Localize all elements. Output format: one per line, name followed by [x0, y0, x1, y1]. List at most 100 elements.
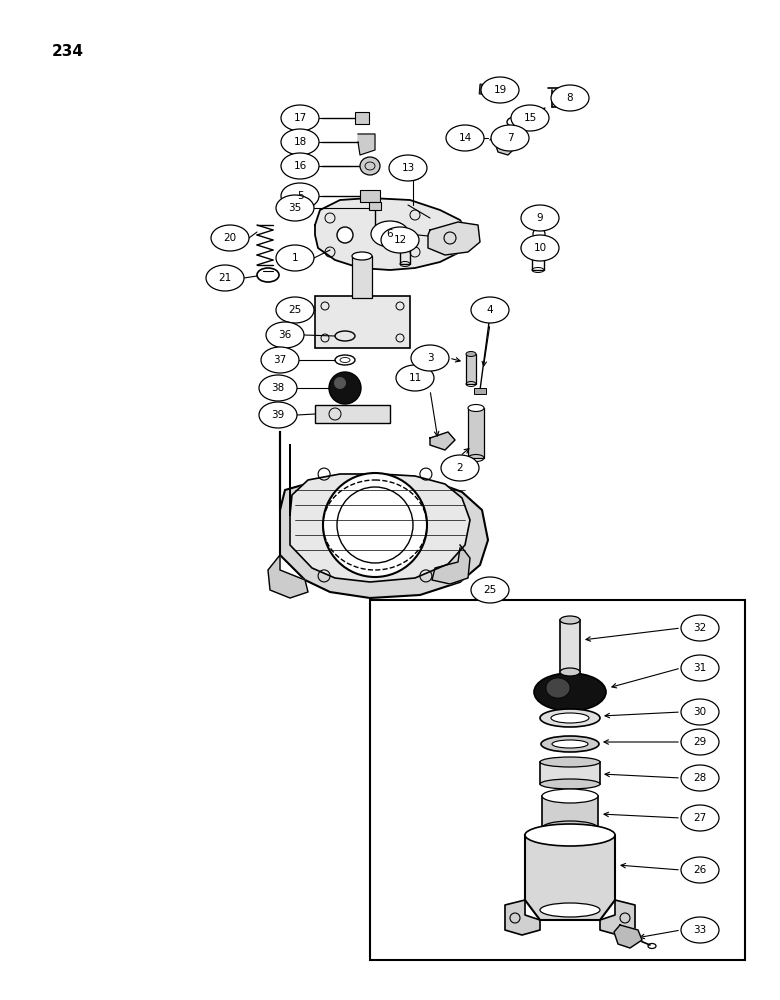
Polygon shape: [495, 128, 515, 155]
Text: 18: 18: [293, 137, 307, 147]
Text: 3: 3: [427, 353, 434, 363]
Bar: [474, 388, 486, 394]
Ellipse shape: [511, 105, 549, 131]
Text: 15: 15: [523, 113, 537, 123]
Text: 27: 27: [693, 813, 707, 823]
Bar: [360, 190, 380, 202]
Ellipse shape: [546, 678, 570, 698]
Ellipse shape: [381, 227, 419, 253]
Text: 35: 35: [289, 203, 302, 213]
Text: 12: 12: [393, 235, 406, 245]
Text: 234: 234: [52, 44, 84, 60]
Ellipse shape: [281, 153, 319, 179]
Bar: [315, 405, 390, 423]
Ellipse shape: [211, 225, 249, 251]
Ellipse shape: [552, 740, 588, 748]
Ellipse shape: [540, 779, 600, 789]
Text: 5: 5: [296, 191, 303, 201]
Ellipse shape: [560, 668, 580, 676]
Ellipse shape: [525, 824, 615, 846]
Circle shape: [334, 377, 346, 389]
Polygon shape: [268, 555, 308, 598]
Ellipse shape: [540, 903, 600, 917]
Bar: [370, 600, 745, 960]
Ellipse shape: [371, 221, 409, 247]
Ellipse shape: [266, 322, 304, 348]
Polygon shape: [432, 545, 470, 584]
Ellipse shape: [540, 709, 600, 727]
Ellipse shape: [281, 183, 319, 209]
Text: 28: 28: [693, 773, 707, 783]
Bar: [466, 354, 476, 384]
Ellipse shape: [281, 129, 319, 155]
Ellipse shape: [542, 821, 598, 835]
Text: 14: 14: [459, 133, 472, 143]
Bar: [352, 256, 372, 298]
Bar: [479, 84, 515, 97]
Polygon shape: [600, 900, 635, 935]
Ellipse shape: [281, 105, 319, 131]
Ellipse shape: [411, 345, 449, 371]
Ellipse shape: [360, 157, 380, 175]
Ellipse shape: [541, 736, 599, 752]
Bar: [369, 202, 381, 210]
Ellipse shape: [259, 402, 297, 428]
Bar: [560, 620, 580, 672]
Text: 25: 25: [484, 585, 497, 595]
Ellipse shape: [261, 347, 299, 373]
Bar: [355, 112, 369, 124]
Text: 13: 13: [402, 163, 415, 173]
Ellipse shape: [534, 673, 606, 711]
Ellipse shape: [681, 805, 719, 831]
Text: 30: 30: [693, 707, 707, 717]
Ellipse shape: [521, 235, 559, 261]
Bar: [540, 762, 600, 784]
Ellipse shape: [521, 205, 559, 231]
Text: 1: 1: [292, 253, 298, 263]
Ellipse shape: [446, 125, 484, 151]
Ellipse shape: [681, 729, 719, 755]
Bar: [315, 296, 410, 348]
Text: 8: 8: [567, 93, 573, 103]
Text: 32: 32: [693, 623, 707, 633]
Text: 9: 9: [537, 213, 544, 223]
Ellipse shape: [396, 365, 434, 391]
Circle shape: [329, 372, 361, 404]
Ellipse shape: [352, 252, 372, 260]
Ellipse shape: [681, 765, 719, 791]
Ellipse shape: [206, 265, 244, 291]
Ellipse shape: [491, 125, 529, 151]
Ellipse shape: [468, 404, 484, 412]
Text: 4: 4: [487, 305, 493, 315]
Ellipse shape: [276, 297, 314, 323]
Polygon shape: [290, 445, 470, 582]
Bar: [542, 796, 598, 828]
Bar: [455, 132, 463, 144]
Text: 10: 10: [534, 243, 547, 253]
Ellipse shape: [551, 85, 589, 111]
Polygon shape: [428, 222, 480, 255]
Ellipse shape: [681, 699, 719, 725]
Ellipse shape: [471, 577, 509, 603]
Text: 20: 20: [223, 233, 236, 243]
Text: 38: 38: [271, 383, 285, 393]
Ellipse shape: [276, 195, 314, 221]
Ellipse shape: [402, 160, 424, 180]
Polygon shape: [505, 900, 540, 935]
Bar: [468, 408, 484, 458]
Ellipse shape: [681, 615, 719, 641]
Ellipse shape: [259, 375, 297, 401]
Text: 19: 19: [494, 85, 507, 95]
Ellipse shape: [276, 245, 314, 271]
Ellipse shape: [551, 713, 589, 723]
Ellipse shape: [471, 297, 509, 323]
Text: 16: 16: [293, 161, 307, 171]
Text: 29: 29: [693, 737, 707, 747]
Polygon shape: [315, 198, 470, 270]
Text: 17: 17: [293, 113, 307, 123]
Bar: [532, 242, 544, 270]
Ellipse shape: [389, 155, 427, 181]
Text: 31: 31: [693, 663, 707, 673]
Ellipse shape: [481, 77, 519, 103]
Text: 11: 11: [409, 373, 422, 383]
